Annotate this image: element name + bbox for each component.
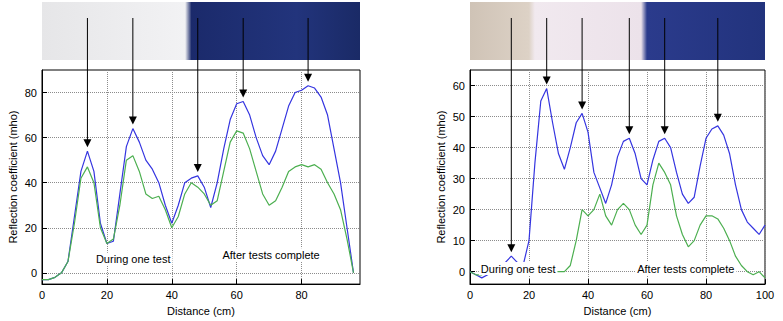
svg-text:30: 30 [453, 173, 465, 185]
svg-text:0: 0 [31, 267, 37, 279]
svg-text:40: 40 [453, 142, 465, 154]
svg-text:10: 10 [453, 235, 465, 247]
svg-text:20: 20 [101, 289, 113, 301]
svg-text:After tests complete: After tests complete [637, 263, 734, 275]
svg-text:During one test: During one test [96, 253, 171, 265]
svg-text:Distance (cm): Distance (cm) [167, 305, 235, 317]
svg-text:80: 80 [25, 87, 37, 99]
svg-text:60: 60 [641, 289, 653, 301]
svg-text:40: 40 [582, 289, 594, 301]
svg-text:40: 40 [166, 289, 178, 301]
svg-text:During one test: During one test [481, 263, 556, 275]
svg-text:100: 100 [756, 289, 774, 301]
svg-text:0: 0 [39, 289, 45, 301]
svg-text:60: 60 [453, 80, 465, 92]
svg-text:20: 20 [25, 222, 37, 234]
svg-text:40: 40 [25, 177, 37, 189]
svg-text:60: 60 [25, 132, 37, 144]
svg-text:80: 80 [700, 289, 712, 301]
svg-text:Distance (cm): Distance (cm) [584, 305, 652, 317]
svg-text:20: 20 [453, 204, 465, 216]
svg-text:80: 80 [295, 289, 307, 301]
svg-text:60: 60 [231, 289, 243, 301]
svg-text:20: 20 [523, 289, 535, 301]
svg-text:0: 0 [467, 289, 473, 301]
svg-text:50: 50 [453, 111, 465, 123]
svg-text:0: 0 [459, 266, 465, 278]
svg-text:Reflection coefficient (mho): Reflection coefficient (mho) [7, 111, 19, 244]
svg-text:After tests complete: After tests complete [222, 249, 319, 261]
svg-text:Reflection coefficient (mho): Reflection coefficient (mho) [435, 111, 447, 244]
